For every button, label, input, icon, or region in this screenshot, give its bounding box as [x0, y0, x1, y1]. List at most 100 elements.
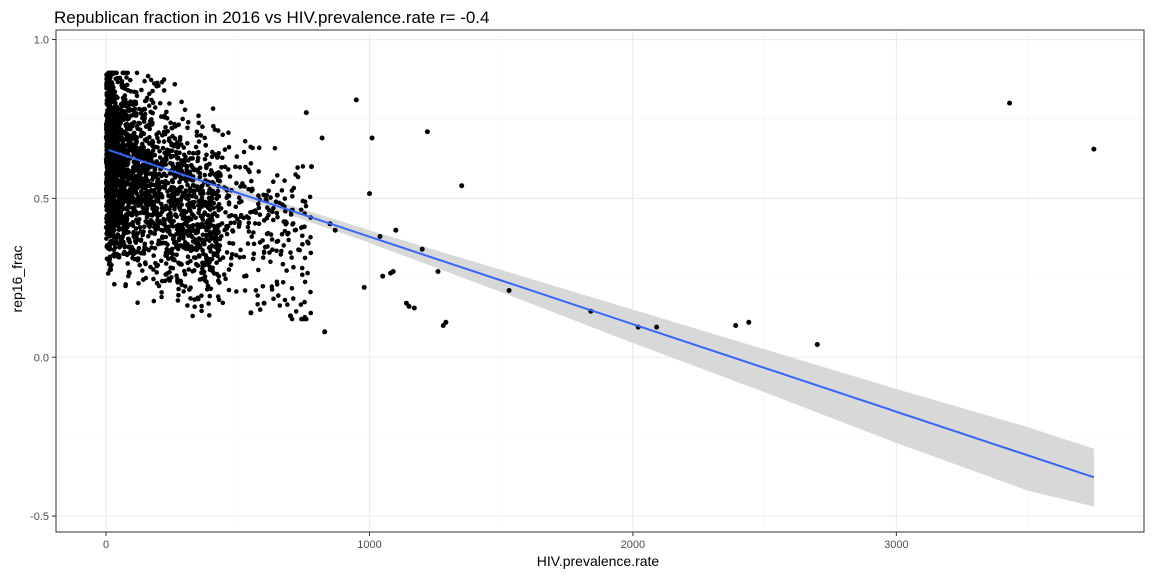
data-point [104, 244, 110, 250]
data-point [289, 188, 295, 193]
data-point-outlier [1091, 146, 1097, 152]
data-point [198, 187, 203, 192]
data-point [302, 279, 308, 285]
data-point [299, 316, 304, 322]
data-point [185, 182, 190, 188]
data-point [167, 269, 172, 275]
data-point [194, 129, 200, 135]
data-point [236, 195, 242, 200]
data-point [176, 286, 181, 292]
data-point [141, 119, 147, 124]
data-point [265, 230, 271, 236]
data-point [175, 231, 180, 236]
data-point [129, 100, 134, 105]
data-point-outlier [419, 246, 425, 252]
data-point [107, 203, 112, 208]
data-point [183, 218, 188, 223]
data-point [142, 78, 147, 84]
data-point [150, 143, 155, 149]
data-point [126, 273, 131, 279]
data-point [131, 131, 137, 137]
data-point [246, 220, 252, 226]
data-point [241, 149, 247, 155]
data-point [146, 103, 152, 108]
data-point [288, 212, 294, 217]
data-point [163, 234, 169, 240]
data-point [104, 236, 109, 241]
data-point [194, 241, 200, 247]
data-point [216, 194, 222, 199]
data-point [289, 255, 294, 260]
data-point [211, 205, 216, 211]
data-point [128, 77, 133, 83]
data-point [148, 264, 153, 270]
data-point [199, 293, 204, 299]
data-point [215, 155, 220, 160]
data-point-outlier [353, 97, 359, 103]
data-point [125, 70, 130, 76]
data-point [121, 103, 127, 108]
data-point [149, 240, 154, 245]
data-point [279, 188, 285, 193]
y-tick-label: 0.0 [34, 352, 49, 364]
data-point-outlier [459, 183, 465, 189]
data-point [206, 245, 212, 251]
data-point [202, 135, 207, 141]
data-point [183, 154, 188, 160]
data-point [245, 241, 251, 246]
data-point [188, 203, 193, 209]
data-point [285, 302, 290, 307]
data-point [150, 138, 155, 144]
data-point [238, 214, 244, 219]
data-point [136, 256, 141, 261]
data-point [171, 233, 176, 239]
data-point [138, 198, 144, 203]
data-point [209, 154, 215, 160]
data-point [234, 289, 239, 294]
data-point [275, 173, 280, 178]
data-point [207, 313, 212, 318]
data-point [268, 195, 273, 200]
data-point [191, 151, 196, 156]
data-point [109, 154, 114, 160]
data-point [261, 218, 267, 223]
data-point [208, 234, 214, 240]
data-point [195, 263, 201, 268]
data-point [173, 212, 178, 218]
data-point [148, 77, 154, 83]
data-point [137, 217, 142, 222]
data-point [163, 261, 169, 266]
data-point [217, 178, 223, 184]
data-point [108, 70, 113, 76]
data-point [114, 94, 119, 99]
data-point [172, 82, 178, 87]
data-point [260, 238, 265, 243]
data-point [189, 233, 194, 239]
data-point [175, 278, 180, 284]
data-point [104, 144, 109, 150]
data-point [192, 237, 198, 242]
data-point [168, 153, 173, 159]
data-point [135, 249, 140, 254]
data-point [169, 184, 174, 190]
data-point [214, 242, 220, 248]
data-point [197, 174, 203, 180]
data-point [171, 195, 177, 200]
data-point [111, 108, 116, 114]
data-point [125, 105, 130, 110]
data-point [177, 186, 183, 192]
data-point [123, 283, 128, 289]
data-point [143, 174, 149, 180]
data-point [286, 237, 291, 243]
data-point [274, 210, 280, 216]
data-point [202, 156, 208, 162]
data-point [151, 253, 156, 258]
data-point [232, 220, 237, 225]
data-point [199, 195, 205, 201]
data-point [272, 146, 278, 151]
data-point [226, 214, 232, 219]
data-point [203, 143, 208, 148]
data-point [190, 313, 195, 319]
data-point [280, 261, 286, 267]
data-point [173, 149, 179, 155]
